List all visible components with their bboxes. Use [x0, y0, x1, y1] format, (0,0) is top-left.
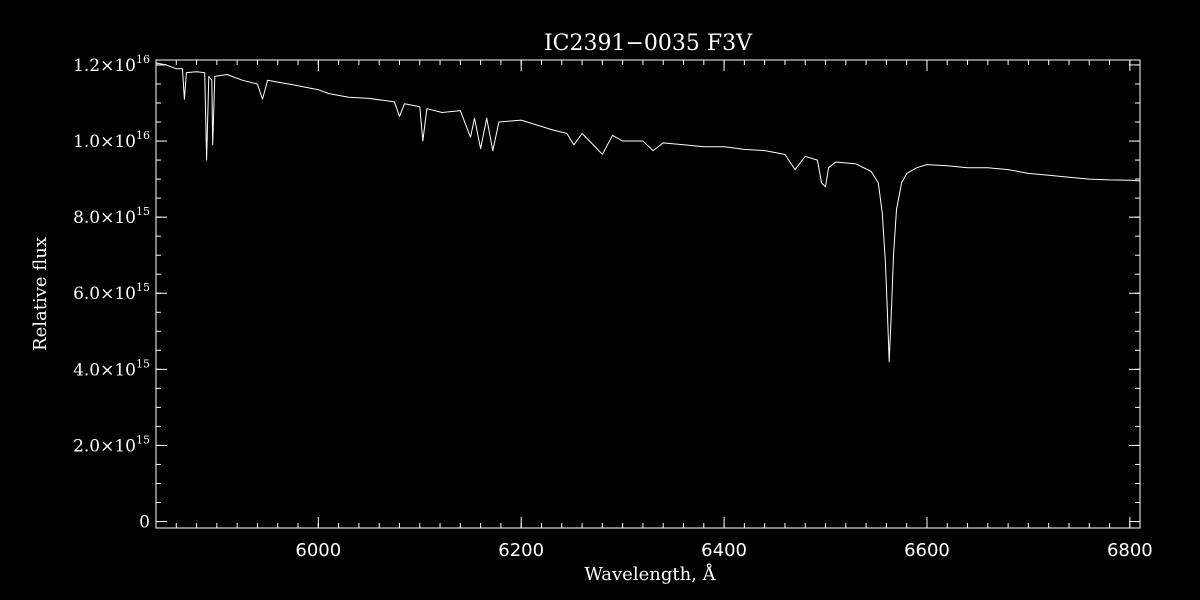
x-tick-label: 6600	[904, 540, 950, 561]
y-tick-label: 2.0×1015	[73, 433, 150, 456]
x-tick-label: 6400	[701, 540, 747, 561]
y-tick-label: 4.0×1015	[73, 357, 150, 380]
y-tick-label: 1.0×1016	[73, 129, 150, 152]
y-tick-exponent: 16	[136, 129, 150, 142]
y-tick-label: 0	[139, 513, 150, 533]
y-tick-label: 6.0×1015	[73, 281, 150, 304]
y-tick-exponent: 15	[136, 357, 150, 370]
y-tick-exponent: 15	[136, 433, 150, 446]
y-tick-mantissa: 4.0×10	[73, 360, 136, 380]
y-tick-mantissa: 8.0×10	[73, 208, 136, 228]
y-tick-exponent: 15	[136, 205, 150, 218]
y-tick-exponent: 15	[136, 281, 150, 294]
axis-tick-labels: 6000 6200 6400 6600 680002.0×10154.0×10156.0…	[73, 53, 1153, 561]
chart-title: IC2391−0035 F3V	[544, 31, 753, 56]
y-tick-mantissa: 2.0×10	[73, 436, 136, 456]
x-tick-label: 6800	[1107, 540, 1153, 561]
y-tick-mantissa: 0	[139, 513, 150, 533]
x-tick-label: 6200	[498, 540, 544, 561]
series-group	[155, 62, 1141, 363]
plot-frame	[155, 59, 1141, 529]
x-tick-label: 6000	[295, 540, 341, 561]
y-tick-mantissa: 1.0×10	[73, 132, 136, 152]
x-axis-label: Wavelength, Å	[584, 563, 716, 585]
axis-ticks	[155, 60, 1140, 528]
spectrum-line	[155, 62, 1141, 363]
y-tick-mantissa: 6.0×10	[73, 284, 136, 304]
y-axis-label: Relative flux	[30, 237, 51, 351]
y-tick-exponent: 16	[136, 53, 150, 66]
y-tick-label: 8.0×1015	[73, 205, 150, 228]
y-tick-label: 1.2×1016	[73, 53, 150, 76]
y-tick-mantissa: 1.2×10	[73, 56, 136, 76]
